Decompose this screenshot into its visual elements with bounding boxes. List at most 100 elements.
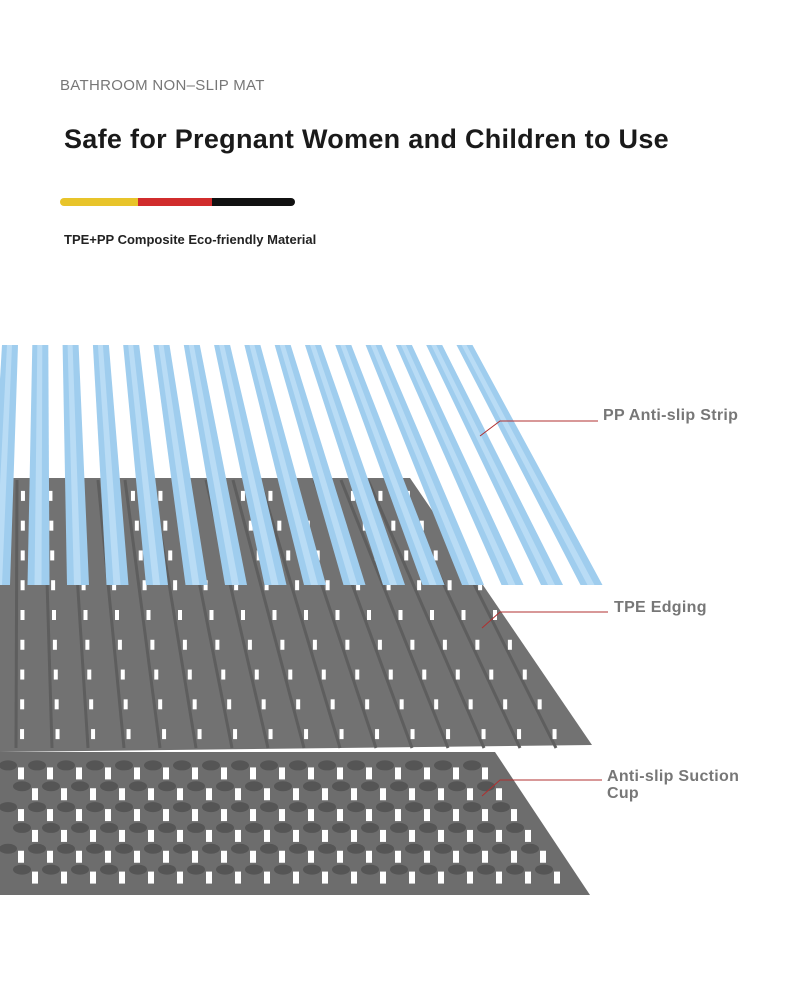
- slot: [264, 871, 270, 884]
- slit: [268, 490, 273, 501]
- slit: [367, 610, 371, 620]
- suction-cup: [173, 843, 191, 854]
- slot: [119, 829, 125, 842]
- slit: [410, 639, 415, 650]
- slit: [81, 580, 86, 591]
- suction-cup: [361, 781, 379, 792]
- suction-cup: [289, 802, 307, 813]
- suction-cup: [289, 760, 307, 771]
- suction-cup: [434, 843, 452, 854]
- slot: [453, 850, 459, 863]
- suction-cup: [390, 822, 408, 833]
- slit: [178, 610, 182, 620]
- suction-cup: [144, 843, 162, 854]
- slit: [304, 610, 308, 620]
- suction-cup: [260, 760, 278, 771]
- slot: [525, 871, 531, 884]
- slit: [168, 550, 173, 561]
- slit: [296, 699, 301, 710]
- suction-cup: [463, 802, 481, 813]
- slot: [250, 850, 256, 863]
- slit: [399, 699, 404, 710]
- slit: [404, 550, 409, 561]
- slot: [395, 809, 401, 822]
- slit: [241, 610, 245, 620]
- slot: [395, 767, 401, 780]
- slot: [206, 871, 212, 884]
- slot: [134, 850, 140, 863]
- slot: [308, 850, 314, 863]
- suction-cup: [158, 822, 176, 833]
- pp-strip-highlight: [34, 345, 43, 585]
- suction-cup: [347, 843, 365, 854]
- slit: [345, 639, 350, 650]
- slit: [53, 669, 58, 680]
- slot: [496, 829, 502, 842]
- slot: [47, 850, 53, 863]
- slit: [20, 699, 25, 710]
- suction-cup: [245, 781, 263, 792]
- slit: [126, 729, 131, 740]
- suction-cup: [13, 822, 31, 833]
- slat-gap: [339, 479, 450, 749]
- slit: [162, 729, 167, 740]
- suction-cup: [390, 864, 408, 875]
- color-bar-red: [138, 198, 218, 206]
- leader-line: [481, 611, 608, 629]
- subtitle: TPE+PP Composite Eco-friendly Material: [64, 232, 317, 247]
- slot: [496, 788, 502, 801]
- title: Safe for Pregnant Women and Children to …: [64, 124, 669, 154]
- suction-cup: [463, 843, 481, 854]
- slit: [154, 669, 159, 680]
- slot: [366, 850, 372, 863]
- slit: [268, 729, 273, 740]
- slot: [554, 871, 560, 884]
- suction-cup: [419, 822, 437, 833]
- slat-gap: [366, 479, 486, 749]
- suction-cup: [129, 864, 147, 875]
- slit: [312, 639, 317, 650]
- slot: [206, 788, 212, 801]
- suction-cup: [28, 760, 46, 771]
- slit: [227, 699, 232, 710]
- suction-cup: [347, 760, 365, 771]
- leader-line: [481, 779, 602, 797]
- slit: [20, 610, 25, 620]
- slit: [192, 699, 197, 710]
- slot: [395, 850, 401, 863]
- slot: [76, 767, 82, 780]
- slit: [247, 639, 252, 650]
- suction-cup: [274, 822, 292, 833]
- slot: [409, 871, 415, 884]
- slit: [142, 580, 147, 591]
- slit: [120, 669, 125, 680]
- slit: [503, 699, 508, 710]
- suction-cup: [492, 843, 510, 854]
- slit: [49, 520, 54, 531]
- slit: [158, 490, 163, 501]
- slit: [52, 610, 56, 620]
- slit: [20, 580, 25, 591]
- slit: [365, 699, 370, 710]
- slit: [20, 520, 25, 531]
- suction-cup: [506, 822, 524, 833]
- slit: [410, 729, 415, 740]
- slot: [511, 809, 517, 822]
- slot: [134, 767, 140, 780]
- slit: [83, 610, 88, 620]
- suction-cup: [71, 822, 89, 833]
- suction-cup: [376, 760, 394, 771]
- slot: [351, 788, 357, 801]
- suction-cup: [231, 802, 249, 813]
- slot: [76, 850, 82, 863]
- slit: [552, 729, 557, 740]
- suction-cup: [477, 822, 495, 833]
- slit: [254, 669, 259, 680]
- suction-cup: [202, 802, 220, 813]
- slit: [89, 699, 94, 710]
- slot: [250, 809, 256, 822]
- slot: [322, 788, 328, 801]
- color-bar-black: [212, 198, 295, 206]
- slat-gap: [96, 479, 126, 749]
- suction-cup: [0, 760, 17, 771]
